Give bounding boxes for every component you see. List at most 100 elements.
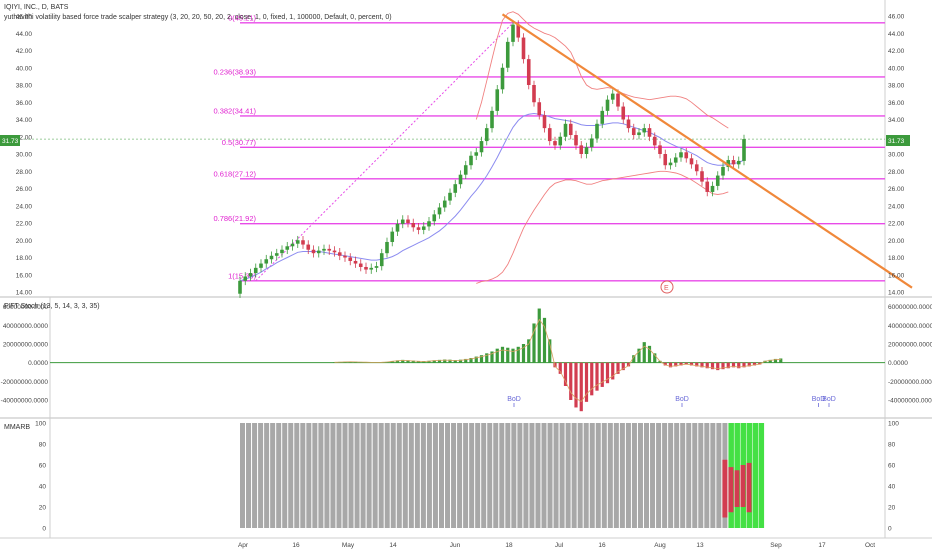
- mmarb-gray-bar: [662, 423, 668, 528]
- time-tick: Apr: [238, 542, 249, 549]
- stoch-tick-left: 0.0000: [28, 360, 48, 367]
- stoch-bar: [390, 360, 394, 363]
- mmarb-tick-right: 80: [888, 442, 896, 449]
- price-pane[interactable]: [0, 0, 885, 297]
- stoch-bar: [590, 362, 594, 396]
- stoch-tick-right: 60000000.0000: [888, 304, 932, 311]
- stoch-bar: [542, 317, 547, 363]
- mmarb-gray-bar: [547, 423, 553, 528]
- stoch-bar: [395, 360, 400, 363]
- candle-body: [705, 181, 710, 192]
- candle-body: [322, 248, 326, 251]
- price-tick-right: 20.00: [888, 238, 905, 245]
- mmarb-gray-bar: [246, 423, 252, 528]
- price-tick-right: 28.00: [888, 169, 905, 176]
- price-tick-right: 26.00: [888, 186, 905, 193]
- stoch-bar: [752, 362, 757, 366]
- mmarb-gray-bar: [644, 423, 650, 528]
- mmarb-gray-bar: [680, 423, 686, 528]
- mmarb-tick-left: 0: [42, 526, 46, 533]
- candle-body: [264, 259, 269, 264]
- mmarb-gray-bar: [306, 423, 312, 528]
- candle-body: [558, 136, 563, 146]
- stoch-bar: [726, 362, 730, 369]
- mmarb-gray-bar: [535, 423, 541, 528]
- stoch-bar: [332, 362, 337, 363]
- candle-body: [316, 250, 321, 254]
- candle-body: [584, 147, 589, 154]
- mmarb-gray-bar: [240, 423, 245, 528]
- candle-body: [511, 24, 515, 42]
- stoch-bar: [684, 362, 688, 365]
- mmarb-gray-bar: [499, 423, 505, 528]
- mmarb-gray-bar: [692, 423, 698, 528]
- stoch-bar: [616, 362, 620, 374]
- stoch-signal-line: [334, 318, 781, 403]
- mmarb-gray-bar: [330, 423, 336, 528]
- candle-body: [295, 240, 300, 244]
- candle-body: [395, 223, 400, 232]
- mmarb-green-bar: [752, 423, 759, 528]
- stoch-bar: [548, 339, 552, 363]
- mmarb-gray-bar: [396, 423, 402, 528]
- mmarb-gray-bar: [432, 423, 438, 528]
- candle-body: [574, 135, 578, 146]
- candle-body: [526, 59, 531, 85]
- price-tick-left: 24.00: [16, 203, 33, 210]
- price-badge-left-text: 31.73: [2, 138, 19, 145]
- stoch-bar: [453, 360, 457, 363]
- candle-body: [736, 160, 741, 165]
- stoch-tick-right: -20000000.0000: [888, 379, 932, 386]
- mmarb-gray-bar: [674, 423, 680, 528]
- mmarb-gray-bar: [710, 423, 716, 528]
- candle-body: [343, 255, 347, 258]
- mmarb-gray-bar: [686, 423, 692, 528]
- stoch-tick-right: 20000000.0000: [888, 342, 932, 349]
- candle-body: [684, 152, 689, 159]
- candle-body: [563, 123, 568, 137]
- price-tick-right: 24.00: [888, 203, 905, 210]
- price-tick-right: 30.00: [888, 152, 905, 159]
- stoch-bar: [479, 355, 484, 363]
- price-tick-left: 20.00: [16, 238, 33, 245]
- mmarb-layer: [240, 423, 765, 528]
- mmarb-gray-bar: [318, 423, 324, 528]
- mmarb-tick-left: 80: [39, 442, 47, 449]
- stoch-tick-right: -40000000.0000: [888, 398, 932, 405]
- candle-body: [621, 106, 626, 120]
- price-tick-left: 40.00: [16, 65, 33, 72]
- stoch-bar: [427, 360, 431, 363]
- stoch-bar: [443, 359, 447, 363]
- stoch-bar: [700, 362, 704, 368]
- mmarb-gray-bar: [656, 423, 662, 528]
- candle-body: [642, 128, 647, 133]
- mmarb-gray-bar: [372, 423, 378, 528]
- candle-body: [731, 160, 736, 165]
- mmarb-gray-bar: [553, 423, 559, 528]
- price-badge-right: [886, 135, 910, 146]
- mmarb-gray-bar: [704, 423, 710, 528]
- candle-body: [406, 219, 410, 223]
- stoch-bar: [511, 348, 515, 363]
- stoch-tick-right: 0.0000: [888, 360, 908, 367]
- mmarb-red-bar: [734, 470, 740, 507]
- stoch-bar: [758, 362, 762, 365]
- fib-level-label: 0.618(27.12): [213, 169, 256, 178]
- price-tick-right: 16.00: [888, 272, 905, 279]
- price-badge-left: [0, 135, 20, 146]
- mmarb-gray-bar: [414, 423, 420, 528]
- bod-label: BoD: [822, 396, 836, 403]
- stoch-bar: [558, 362, 562, 374]
- fib-level-label: 0.382(34.41): [213, 106, 256, 115]
- fib-projection-line: [255, 22, 514, 282]
- stoch-bar: [716, 362, 720, 371]
- stoch-bar: [595, 362, 599, 391]
- stoch-bar: [516, 346, 520, 363]
- stoch-bar: [637, 348, 641, 363]
- price-tick-right: 36.00: [888, 100, 905, 107]
- price-tick-right: 18.00: [888, 255, 905, 262]
- mmarb-gray-bar: [360, 423, 366, 528]
- event-marker-label: E: [664, 285, 669, 292]
- event-marker[interactable]: [660, 280, 674, 294]
